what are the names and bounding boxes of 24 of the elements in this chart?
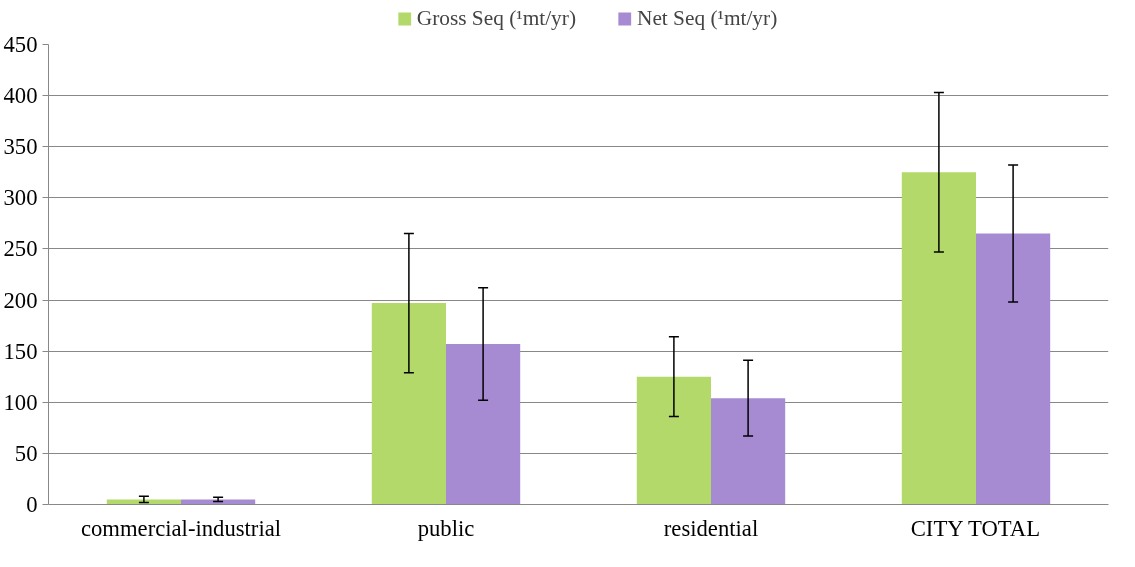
x-tick-label: commercial-industrial — [80, 515, 282, 541]
bar — [711, 398, 786, 505]
y-tick-label: 200 — [3, 287, 38, 313]
y-tick-label: 50 — [14, 440, 38, 466]
bar — [446, 344, 521, 505]
y-tick-label: 400 — [3, 83, 38, 109]
y-tick-label: 350 — [3, 134, 38, 160]
y-tick-label: 100 — [3, 389, 38, 415]
x-tick-label: public — [417, 515, 475, 541]
y-tick-label: 0 — [26, 492, 38, 517]
bar — [976, 233, 1051, 505]
legend-label: Gross Seq (¹mt/yr) — [416, 5, 576, 31]
y-tick-label: 300 — [3, 185, 38, 211]
y-tick-label: 250 — [3, 236, 38, 262]
bar — [106, 499, 181, 505]
bar — [371, 303, 446, 505]
bar — [901, 172, 976, 505]
x-tick-label: residential — [663, 515, 759, 541]
y-tick-label: 450 — [3, 32, 38, 57]
x-tick-label: CITY TOTAL — [910, 515, 1041, 541]
legend-label: Net Seq (¹mt/yr) — [636, 5, 778, 31]
y-tick-label: 150 — [3, 338, 38, 364]
bar — [636, 376, 711, 505]
bar — [181, 499, 256, 505]
